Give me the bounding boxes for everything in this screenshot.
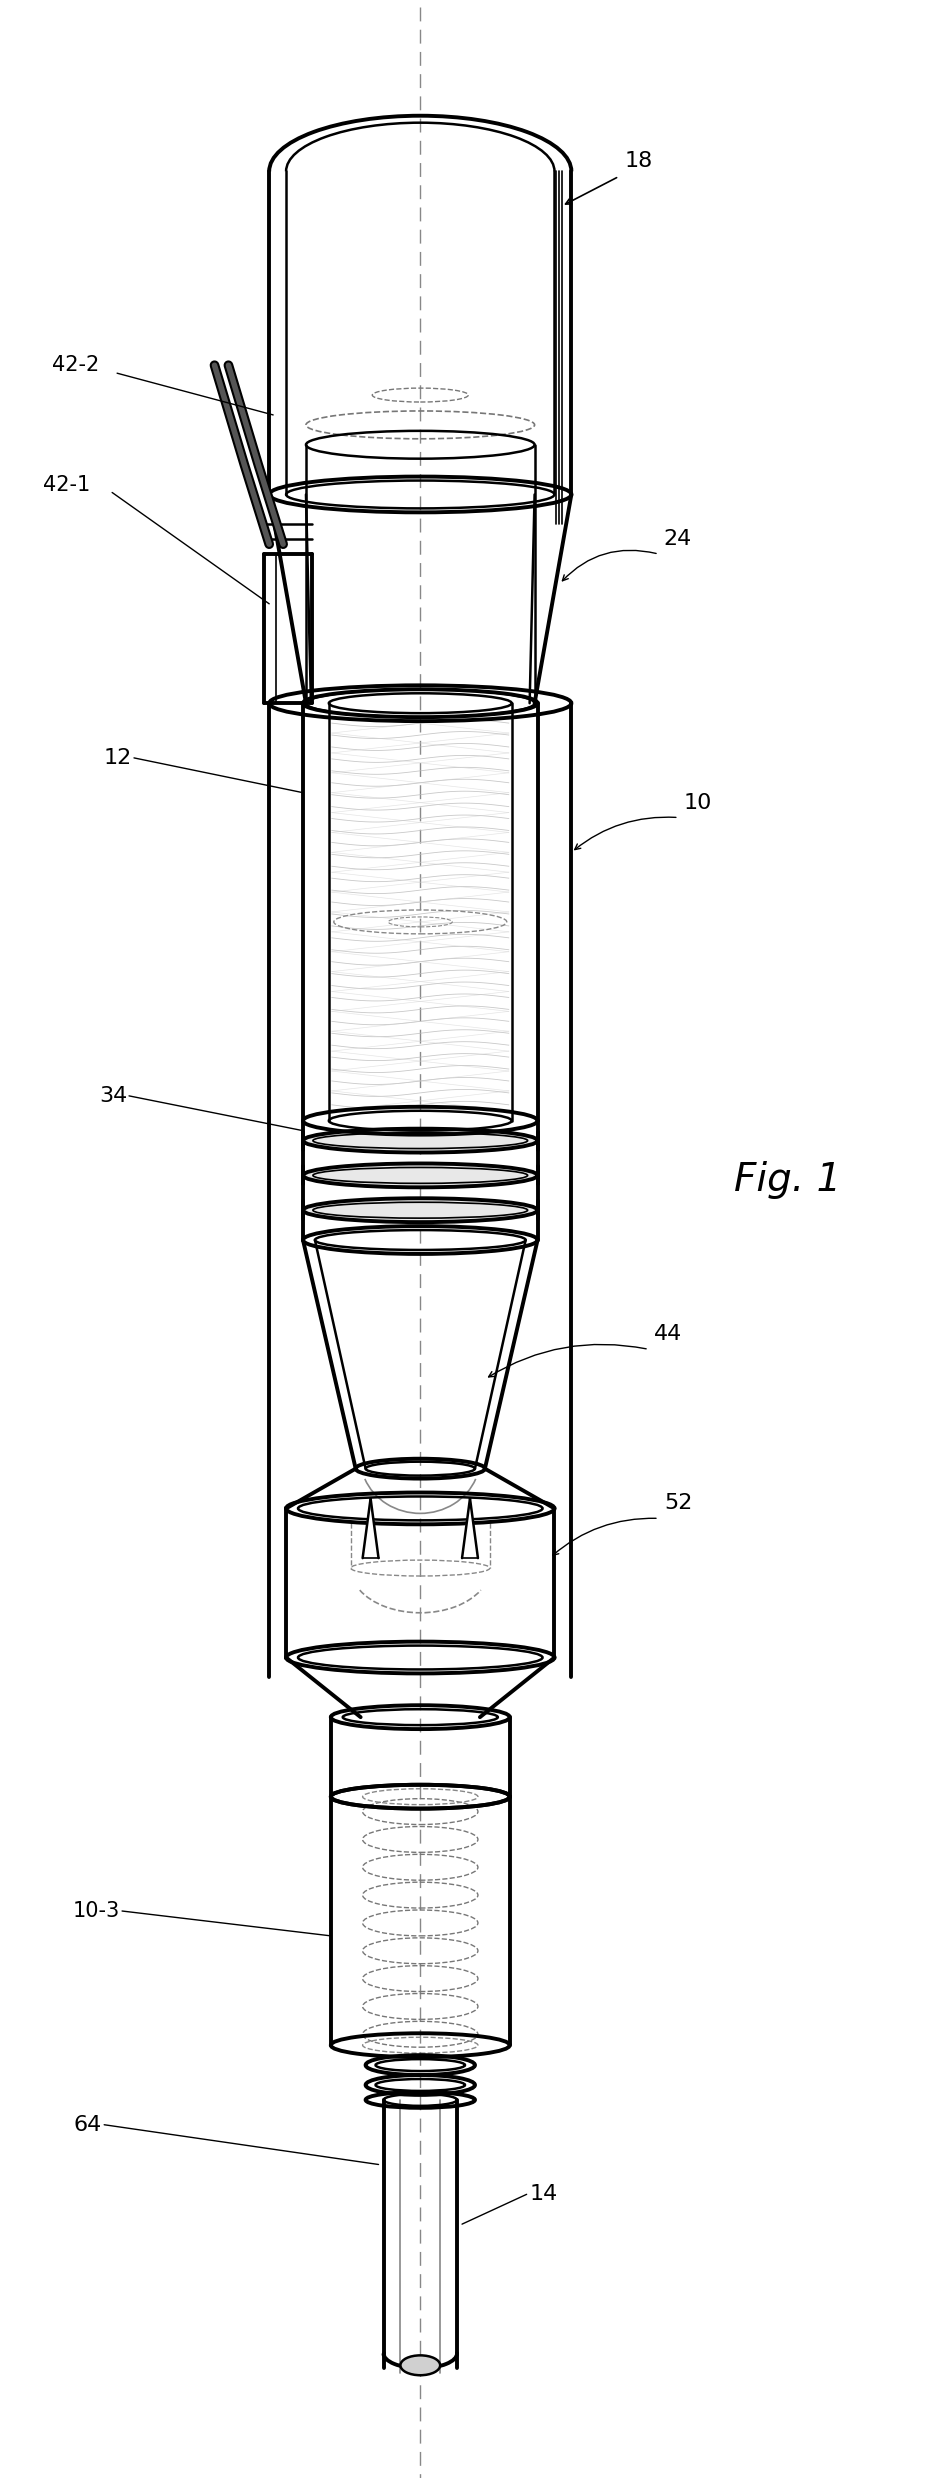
- Text: 44: 44: [654, 1325, 682, 1344]
- Text: 64: 64: [74, 2115, 102, 2135]
- Text: 18: 18: [624, 152, 652, 171]
- Ellipse shape: [401, 2356, 440, 2376]
- Polygon shape: [362, 1498, 378, 1558]
- Text: 10-3: 10-3: [73, 1901, 120, 1921]
- Ellipse shape: [303, 1163, 537, 1188]
- Text: 34: 34: [99, 1086, 127, 1106]
- Text: Fig. 1: Fig. 1: [735, 1160, 841, 1200]
- Text: 12: 12: [104, 748, 132, 768]
- Ellipse shape: [303, 1128, 537, 1153]
- Text: 10: 10: [683, 793, 712, 813]
- Text: 14: 14: [530, 2184, 558, 2204]
- Text: 42-2: 42-2: [52, 355, 100, 375]
- Text: 24: 24: [664, 529, 692, 549]
- Text: 42-1: 42-1: [42, 475, 90, 495]
- Polygon shape: [462, 1498, 478, 1558]
- Ellipse shape: [303, 1198, 537, 1223]
- Text: 52: 52: [664, 1493, 693, 1513]
